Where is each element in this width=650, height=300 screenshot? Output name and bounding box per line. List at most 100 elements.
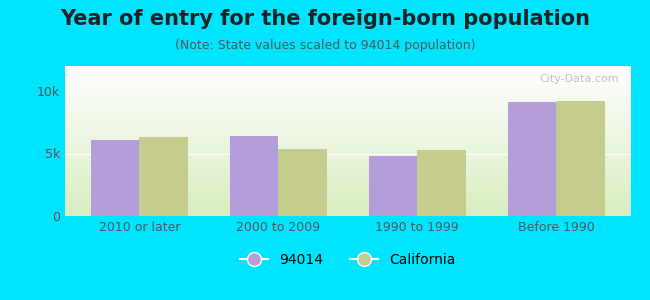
Bar [65,153,630,154]
Bar [65,134,630,135]
Bar [65,76,630,78]
Bar [65,174,630,176]
Bar [65,195,630,196]
Bar [65,158,630,159]
Bar [65,93,630,94]
Bar [65,82,630,84]
Bar [65,111,630,112]
Bar [65,159,630,160]
Bar [65,84,630,86]
Bar [65,70,630,72]
Bar [65,150,630,152]
Bar [65,112,630,114]
Bar [65,176,630,177]
Bar [278,148,327,216]
Bar [65,85,630,87]
Bar [65,123,630,124]
Bar [65,142,630,144]
Bar [65,177,630,178]
Bar [65,165,630,166]
Bar [65,169,630,171]
Bar [65,90,630,92]
Bar [65,81,630,82]
Bar [65,96,630,98]
Bar [417,150,466,216]
Bar [65,132,630,134]
Bar [65,172,630,174]
Bar [139,137,188,216]
Bar [65,204,630,206]
Bar [65,184,630,186]
Bar [508,102,556,216]
Bar [65,69,630,70]
Bar [65,80,630,81]
Bar [65,120,630,122]
Bar [65,178,630,180]
Bar [65,74,630,75]
Bar [65,183,630,184]
Bar [65,206,630,207]
Bar [229,136,278,216]
Bar [65,114,630,116]
Bar [65,182,630,183]
Bar [65,138,630,140]
Bar [65,129,630,130]
Bar [91,140,139,216]
Bar [65,144,630,146]
Bar [65,148,630,150]
Bar [65,154,630,156]
Text: City-Data.com: City-Data.com [540,74,619,83]
Bar [65,92,630,93]
Bar [65,100,630,102]
Bar [65,192,630,194]
Bar [65,147,630,148]
Text: Year of entry for the foreign-born population: Year of entry for the foreign-born popul… [60,9,590,29]
Bar [65,87,630,88]
Bar [65,198,630,200]
Bar [65,141,630,142]
Bar [65,201,630,202]
Bar [65,68,630,69]
Bar [65,167,630,168]
Bar [65,152,630,153]
Bar [65,128,630,129]
Legend: 94014, California: 94014, California [234,247,462,272]
Bar [65,110,630,111]
Bar [65,186,630,188]
Bar [65,117,630,118]
Bar [65,105,630,106]
Bar [65,116,630,117]
Bar [65,126,630,128]
Bar [65,106,630,108]
Bar [65,72,630,74]
Bar [65,196,630,198]
Bar [65,156,630,158]
Bar [65,136,630,138]
Bar [65,135,630,136]
Bar [556,101,604,216]
Bar [65,66,630,68]
Bar [65,118,630,120]
Bar [65,124,630,126]
Bar [65,103,630,105]
Bar [65,194,630,195]
Bar [65,164,630,165]
Bar [65,189,630,190]
Bar [65,168,630,170]
Bar [65,207,630,208]
Bar [65,200,630,201]
Bar [65,190,630,192]
Bar [369,156,417,216]
Bar [65,214,630,216]
Bar [65,213,630,214]
Bar [65,188,630,189]
Bar [65,98,630,99]
Bar [65,108,630,110]
Bar [65,122,630,123]
Bar [65,202,630,204]
Bar [65,171,630,172]
Bar [65,94,630,96]
Bar [65,102,630,104]
Bar [65,208,630,210]
Bar [65,180,630,182]
